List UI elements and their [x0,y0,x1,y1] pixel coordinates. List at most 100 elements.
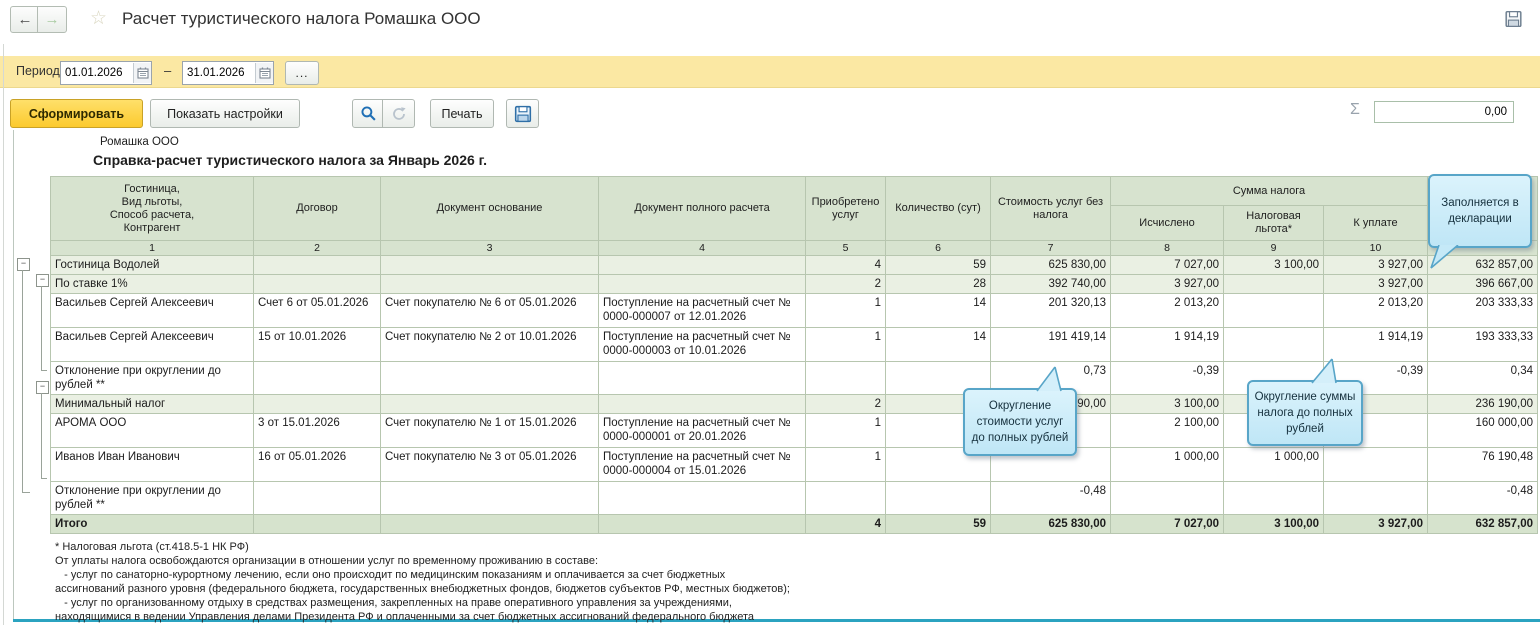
table-cell[interactable]: 160 000,00 [1428,414,1538,448]
table-cell[interactable]: 1 914,19 [1111,328,1224,362]
table-cell[interactable]: Поступление на расчетный счет № 0000-000… [599,414,806,448]
table-cell[interactable] [599,275,806,294]
favorite-star-icon[interactable]: ☆ [90,7,107,30]
table-cell[interactable]: Счет покупателю № 3 от 05.01.2026 [381,448,599,482]
table-cell[interactable] [806,482,886,515]
period-more-button[interactable]: ... [285,61,319,85]
table-cell[interactable]: 3 927,00 [1111,275,1224,294]
table-cell[interactable]: 3 927,00 [1324,515,1428,534]
table-cell[interactable]: 625 830,00 [991,256,1111,275]
header-purchased[interactable]: Приобретено услуг [806,177,886,241]
table-cell[interactable]: Счет 6 от 05.01.2026 [254,294,381,328]
table-cell[interactable] [1224,328,1324,362]
header-calculated[interactable]: Исчислено [1111,206,1224,241]
table-cell[interactable]: 3 от 15.01.2026 [254,414,381,448]
table-cell[interactable]: 236 190,00 [1428,395,1538,414]
table-cell[interactable] [381,395,599,414]
find-next-button[interactable] [382,99,415,128]
table-cell[interactable]: 203 333,33 [1428,294,1538,328]
calendar-button-to[interactable] [255,63,273,83]
table-cell[interactable] [381,275,599,294]
table-cell[interactable]: 14 [886,294,991,328]
header-quantity[interactable]: Количество (сут) [886,177,991,241]
table-cell[interactable]: 76 190,48 [1428,448,1538,482]
header-payable[interactable]: К уплате [1324,206,1428,241]
table-cell[interactable]: Отклонение при округлении до рублей ** [51,362,254,395]
table-cell[interactable]: 15 от 10.01.2026 [254,328,381,362]
table-cell[interactable]: 201 320,13 [991,294,1111,328]
search-button[interactable] [352,99,385,128]
table-cell[interactable]: 632 857,00 [1428,515,1538,534]
table-cell[interactable]: 3 927,00 [1324,275,1428,294]
table-cell[interactable]: Отклонение при округлении до рублей ** [51,482,254,515]
table-cell[interactable] [1324,448,1428,482]
generate-button[interactable]: Сформировать [10,99,143,128]
table-cell[interactable]: 1 [806,414,886,448]
table-cell[interactable]: 1 000,00 [1224,448,1324,482]
table-cell[interactable] [381,362,599,395]
table-cell[interactable]: Поступление на расчетный счет № 0000-000… [599,328,806,362]
table-cell[interactable]: 2 [806,275,886,294]
table-cell[interactable]: Васильев Сергей Алексеевич [51,294,254,328]
period-to-input[interactable] [183,67,255,79]
table-cell[interactable]: 2 100,00 [1111,414,1224,448]
period-to-field[interactable] [182,61,274,85]
table-cell[interactable]: Поступление на расчетный счет № 0000-000… [599,294,806,328]
table-cell[interactable]: Минимальный налог [51,395,254,414]
table-cell[interactable]: 16 от 05.01.2026 [254,448,381,482]
header-contract[interactable]: Договор [254,177,381,241]
table-cell[interactable]: Поступление на расчетный счет № 0000-000… [599,448,806,482]
table-cell[interactable]: 625 830,00 [991,515,1111,534]
table-cell[interactable]: -0,48 [1428,482,1538,515]
table-cell[interactable]: Васильев Сергей Алексеевич [51,328,254,362]
table-cell[interactable]: Иванов Иван Иванович [51,448,254,482]
table-cell[interactable]: 28 [886,275,991,294]
table-cell[interactable]: 7 027,00 [1111,256,1224,275]
table-cell[interactable]: Счет покупателю № 1 от 15.01.2026 [381,414,599,448]
table-cell[interactable] [1224,294,1324,328]
table-cell[interactable] [254,256,381,275]
table-cell[interactable]: 2 013,20 [1111,294,1224,328]
table-cell[interactable] [599,482,806,515]
back-button[interactable]: ← [10,6,40,33]
save-report-button[interactable] [506,99,539,128]
table-cell[interactable]: 4 [806,515,886,534]
window-save-icon[interactable] [1504,10,1523,33]
table-cell[interactable] [254,395,381,414]
table-cell[interactable]: 2 [806,395,886,414]
period-from-input[interactable] [61,67,133,79]
forward-button[interactable]: → [37,6,67,33]
table-cell[interactable] [599,256,806,275]
table-cell[interactable]: Счет покупателю № 6 от 05.01.2026 [381,294,599,328]
table-cell[interactable]: 2 013,20 [1324,294,1428,328]
table-cell[interactable]: По ставке 1% [51,275,254,294]
header-cost[interactable]: Стоимость услуг без налога [991,177,1111,241]
table-cell[interactable] [381,482,599,515]
table-cell[interactable]: 1 914,19 [1324,328,1428,362]
table-cell[interactable]: 396 667,00 [1428,275,1538,294]
table-cell[interactable]: 0,34 [1428,362,1538,395]
sum-total-field[interactable] [1374,101,1514,123]
table-cell[interactable]: -0,48 [991,482,1111,515]
table-cell[interactable]: 14 [886,328,991,362]
table-cell[interactable]: 1 000,00 [1111,448,1224,482]
table-cell[interactable] [599,362,806,395]
table-cell[interactable]: 4 [806,256,886,275]
header-relief[interactable]: Налоговая льгота* [1224,206,1324,241]
header-base-doc[interactable]: Документ основание [381,177,599,241]
table-cell[interactable]: АРОМА ООО [51,414,254,448]
table-cell[interactable] [1111,482,1224,515]
table-cell[interactable] [381,256,599,275]
table-cell[interactable]: 3 927,00 [1324,256,1428,275]
table-cell[interactable] [1224,482,1324,515]
table-cell[interactable]: Гостиница Водолей [51,256,254,275]
header-tax-group[interactable]: Сумма налога [1111,177,1428,206]
table-cell[interactable]: 191 419,14 [991,328,1111,362]
table-cell[interactable]: 59 [886,515,991,534]
table-cell[interactable]: 3 100,00 [1111,395,1224,414]
table-cell[interactable] [254,362,381,395]
table-cell[interactable]: 1 [806,328,886,362]
table-cell[interactable] [1224,275,1324,294]
print-button[interactable]: Печать [430,99,494,128]
table-cell[interactable]: 1 [806,448,886,482]
